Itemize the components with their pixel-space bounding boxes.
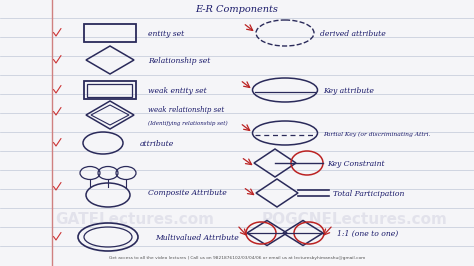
Bar — [88, 84, 133, 97]
Text: weak relationship set: weak relationship set — [148, 106, 224, 114]
Text: Multivalued Attribute: Multivalued Attribute — [155, 234, 239, 242]
Text: Total Participation: Total Participation — [333, 190, 404, 198]
Text: Composite Attribute: Composite Attribute — [148, 189, 227, 197]
Text: Key attribute: Key attribute — [323, 87, 374, 95]
Text: Partial Key (or discriminating Attri.: Partial Key (or discriminating Attri. — [323, 131, 430, 137]
Text: weak entity set: weak entity set — [148, 87, 207, 95]
Bar — [84, 81, 136, 99]
Text: E-R Components: E-R Components — [196, 6, 278, 15]
Text: Relationship set: Relationship set — [148, 57, 210, 65]
Text: derived attribute: derived attribute — [320, 30, 386, 38]
Text: GATELectures.com: GATELectures.com — [55, 213, 215, 227]
Text: attribute: attribute — [140, 140, 174, 148]
Text: Key Constraint: Key Constraint — [327, 160, 384, 168]
Bar — [84, 24, 136, 42]
Text: Get access to all the video lectures | Call us on 9821876102/03/04/06 or email u: Get access to all the video lectures | C… — [109, 256, 365, 260]
Text: (Identifying relationship set): (Identifying relationship set) — [148, 120, 228, 126]
Text: entity set: entity set — [148, 30, 184, 38]
Text: 1:1 (one to one): 1:1 (one to one) — [337, 230, 398, 238]
Text: POGCNELectures.com: POGCNELectures.com — [262, 213, 448, 227]
